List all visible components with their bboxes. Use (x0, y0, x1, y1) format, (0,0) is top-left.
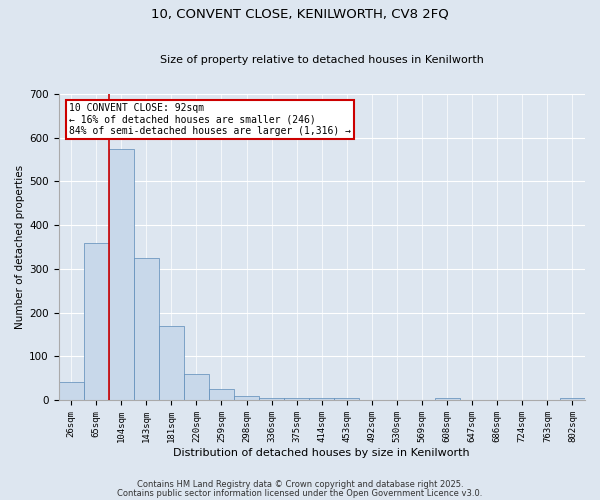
Bar (109, 148, 134, 400)
Bar (159, 326, 184, 400)
Text: 10 CONVENT CLOSE: 92sqm
← 16% of detached houses are smaller (246)
84% of semi-d: 10 CONVENT CLOSE: 92sqm ← 16% of detache… (69, 103, 351, 136)
Bar (284, 398, 309, 400)
Y-axis label: Number of detached properties: Number of detached properties (15, 165, 25, 329)
Bar (309, 398, 334, 400)
Bar (434, 398, 460, 400)
Bar (560, 398, 585, 400)
Title: Size of property relative to detached houses in Kenilworth: Size of property relative to detached ho… (160, 56, 484, 66)
Text: Contains public sector information licensed under the Open Government Licence v3: Contains public sector information licen… (118, 489, 482, 498)
Bar (59, 382, 83, 400)
Text: 10, CONVENT CLOSE, KENILWORTH, CV8 2FQ: 10, CONVENT CLOSE, KENILWORTH, CV8 2FQ (151, 8, 449, 20)
Bar (334, 398, 359, 400)
X-axis label: Distribution of detached houses by size in Kenilworth: Distribution of detached houses by size … (173, 448, 470, 458)
Bar (209, 389, 234, 400)
Bar (234, 396, 259, 400)
Text: Contains HM Land Registry data © Crown copyright and database right 2025.: Contains HM Land Registry data © Crown c… (137, 480, 463, 489)
Bar (83, 242, 109, 400)
Bar (184, 374, 209, 400)
Bar (259, 398, 284, 400)
Bar (134, 258, 159, 400)
